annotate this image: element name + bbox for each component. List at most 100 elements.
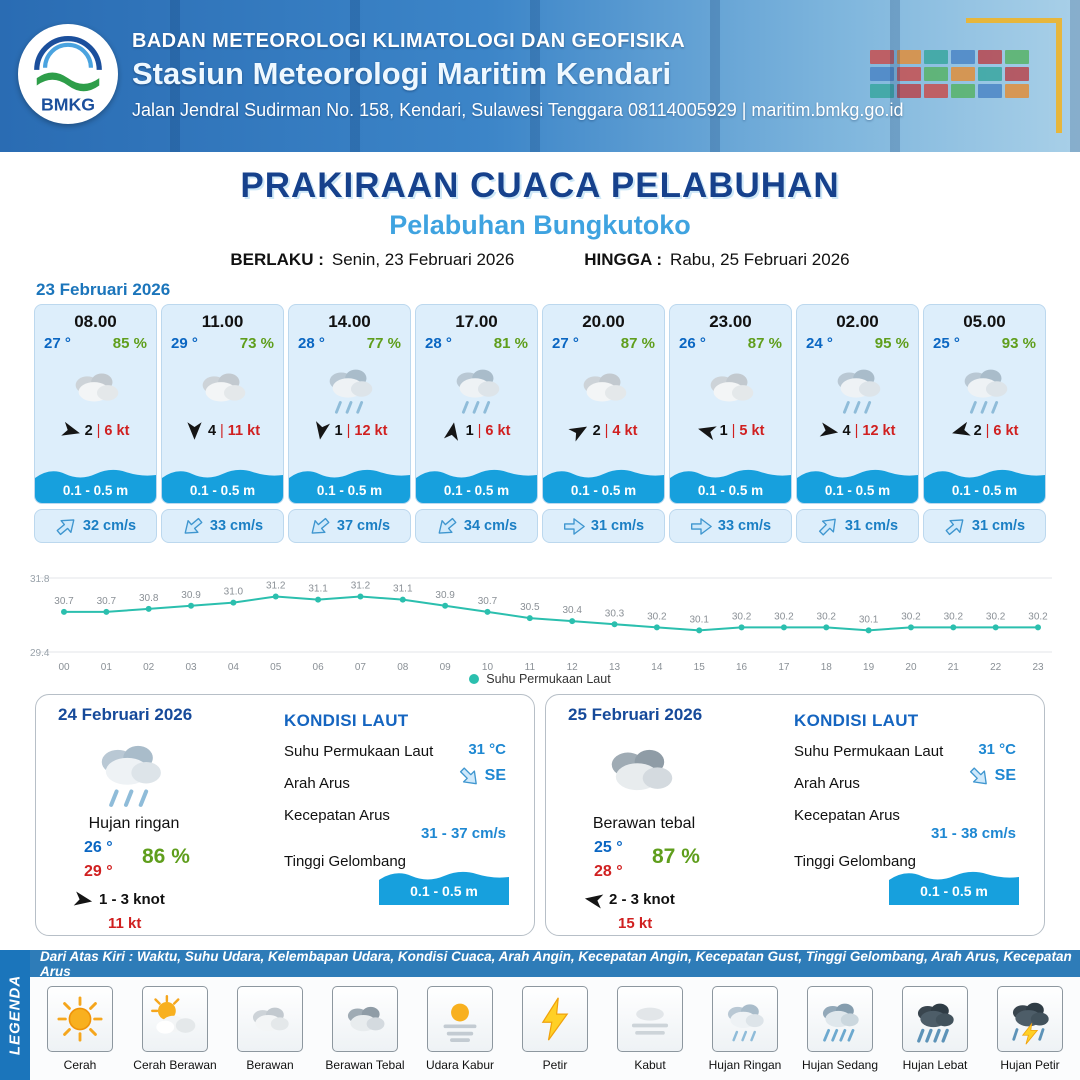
current-direction-text: SE: [484, 767, 506, 784]
svg-text:16: 16: [736, 662, 748, 673]
legend-note: Dari Atas Kiri : Waktu, Suhu Udara, Kele…: [30, 949, 1080, 979]
air-temperature: 29 °: [171, 335, 198, 352]
forecast-time: 11.00: [201, 312, 244, 331]
svg-text:05: 05: [270, 662, 282, 673]
air-temperature: 27 °: [44, 335, 71, 352]
legend-weather-icon: [712, 986, 778, 1052]
air-temperature: 25 °: [933, 335, 960, 352]
legend-item-label: Hujan Petir: [1000, 1058, 1060, 1072]
validity-period: BERLAKU : Senin, 23 Februari 2026 HINGGA …: [0, 250, 1080, 270]
wave-height-band: 0.1 - 0.5 m: [924, 463, 1045, 503]
current-box: 32 cm/s: [34, 509, 157, 543]
daily-gust: 11 kt: [108, 915, 142, 932]
svg-text:30.2: 30.2: [774, 611, 794, 622]
wave-height-band: 0.1 - 0.5 m: [416, 463, 537, 503]
forecast-card-main: 23.00 26 ° 87 % 1 | 5 kt 0.1 - 0.5 m: [669, 304, 792, 504]
wave-height-band: 0.1 - 0.5 m: [289, 463, 410, 503]
wind-row: 1 | 12 kt: [289, 421, 410, 440]
legend-weather-icon: [427, 986, 493, 1052]
forecast-card-main: 17.00 28 ° 81 % 1 | 6 kt 0.1 - 0.5 m: [415, 304, 538, 504]
page-title: PRAKIRAAN CUACA PELABUHAN: [240, 166, 840, 205]
forecast-date: 23 Februari 2026: [36, 280, 171, 299]
svg-text:07: 07: [355, 662, 367, 673]
svg-text:30.2: 30.2: [986, 611, 1006, 622]
wind-row: 2 | 4 kt: [543, 423, 664, 442]
forecast-card: 23.00 26 ° 87 % 1 | 5 kt 0.1 - 0.5 m: [669, 304, 792, 543]
wind-row: 4 | 11 kt: [162, 422, 283, 440]
sst-label: Suhu Permukaan Laut: [284, 743, 434, 760]
wave-shape-icon: [289, 469, 410, 503]
separator: |: [220, 423, 224, 439]
svg-text:30.7: 30.7: [97, 596, 117, 607]
current-direction-icon: [179, 512, 207, 539]
wave-height-band: 0.1 - 0.5 m: [543, 463, 664, 503]
wind-speed: 4: [207, 423, 217, 439]
svg-text:30.7: 30.7: [54, 596, 74, 607]
svg-text:10: 10: [482, 662, 494, 673]
wave-shape-icon: [889, 871, 1019, 905]
humidity: 87 %: [620, 335, 655, 352]
svg-text:30.3: 30.3: [605, 608, 625, 619]
svg-text:20: 20: [905, 662, 917, 673]
forecast-time: 08.00: [74, 312, 117, 331]
current-direction-icon: [941, 512, 969, 539]
current-speed-value: 31 - 38 cm/s: [930, 825, 1016, 842]
wind-gust: 12 kt: [354, 423, 388, 439]
svg-text:06: 06: [313, 662, 325, 673]
svg-text:17: 17: [778, 662, 790, 673]
wave-shape-icon: [924, 469, 1045, 503]
daily-wind-range: 2 - 3 knot: [609, 891, 675, 908]
legend-vertical-label: LEGENDA: [6, 974, 24, 1056]
legend-item-label: Hujan Ringan: [708, 1058, 782, 1072]
svg-text:30.5: 30.5: [520, 602, 540, 613]
daily-wind-direction-icon: [583, 890, 604, 909]
svg-text:00: 00: [58, 662, 70, 673]
svg-text:21: 21: [948, 662, 960, 673]
legend-item: Petir: [510, 986, 600, 1072]
forecast-card-main: 11.00 29 ° 73 % 4 | 11 kt 0.1 - 0.5: [161, 304, 284, 504]
daily-condition: Hujan ringan: [88, 815, 180, 832]
svg-text:29.4: 29.4: [30, 648, 50, 659]
wind-speed: 2: [973, 423, 982, 439]
wind-speed: 1: [465, 423, 474, 439]
wind-row: 1 | 5 kt: [670, 423, 791, 441]
legend-vertical-bar: LEGENDA: [0, 950, 30, 1080]
current-box: 31 cm/s: [542, 509, 665, 543]
wave-shape-icon: [379, 871, 509, 905]
wind-gust: 5 kt: [739, 423, 765, 439]
wave-height-band: 0.1 - 0.5 m: [162, 463, 283, 503]
wind-gust: 4 kt: [612, 423, 638, 439]
humidity: 85 %: [112, 335, 147, 352]
separator: |: [854, 423, 859, 439]
wave-height: 0.1 - 0.5 m: [62, 483, 129, 498]
forecast-card: 14.00 28 ° 77 % 1 | 12 kt 0.1 - 0.5: [288, 304, 411, 543]
legend-weather-icon: [47, 986, 113, 1052]
wave-height: 0.1 - 0.5 m: [189, 483, 256, 498]
valid-until-label: HINGGA :: [584, 250, 663, 269]
humidity: 77 %: [366, 335, 401, 352]
current-speed: 33 cm/s: [209, 518, 264, 534]
sea-conditions-title: KONDISI LAUT: [284, 711, 409, 730]
wind-gust: 6 kt: [993, 423, 1019, 439]
svg-text:30.2: 30.2: [1028, 611, 1048, 622]
wind-speed: 1: [719, 423, 728, 439]
current-box: 31 cm/s: [796, 509, 919, 543]
current-box: 37 cm/s: [288, 509, 411, 543]
weather-icon: [543, 352, 664, 422]
forecast-time: 02.00: [836, 312, 879, 331]
forecast-card: 02.00 24 ° 95 % 4 | 12 kt 0.1 - 0.5: [796, 304, 919, 543]
svg-text:30.2: 30.2: [817, 611, 837, 622]
air-temperature: 28 °: [425, 335, 452, 352]
svg-text:31.2: 31.2: [351, 581, 371, 592]
valid-until-value: Rabu, 25 Februari 2026: [670, 250, 850, 269]
forecast-time: 05.00: [963, 312, 1006, 331]
daily-gust: 15 kt: [618, 915, 653, 932]
wind-direction-icon: [949, 421, 971, 441]
weather-icon: [670, 352, 791, 422]
wind-row: 2 | 6 kt: [924, 421, 1045, 441]
current-direction-value: SE: [458, 766, 506, 785]
container-stack-illustration: [870, 50, 1040, 98]
svg-text:31.2: 31.2: [266, 581, 286, 592]
forecast-card-main: 05.00 25 ° 93 % 2 | 6 kt 0.1 - 0.5 m: [923, 304, 1046, 504]
svg-text:01: 01: [101, 662, 113, 673]
